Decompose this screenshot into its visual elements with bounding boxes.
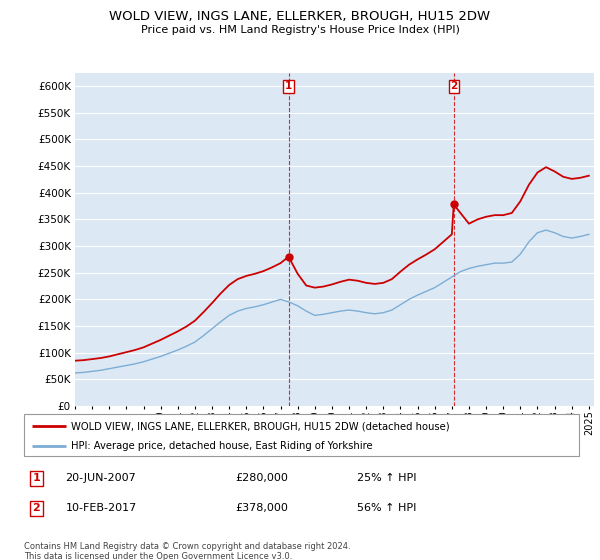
Text: £280,000: £280,000 <box>235 473 288 483</box>
Text: 2: 2 <box>450 81 457 91</box>
Text: WOLD VIEW, INGS LANE, ELLERKER, BROUGH, HU15 2DW (detached house): WOLD VIEW, INGS LANE, ELLERKER, BROUGH, … <box>71 421 450 431</box>
FancyBboxPatch shape <box>24 414 579 456</box>
Text: £378,000: £378,000 <box>235 503 288 514</box>
Text: 25% ↑ HPI: 25% ↑ HPI <box>357 473 416 483</box>
Text: 1: 1 <box>32 473 40 483</box>
Text: WOLD VIEW, INGS LANE, ELLERKER, BROUGH, HU15 2DW: WOLD VIEW, INGS LANE, ELLERKER, BROUGH, … <box>109 10 491 23</box>
Text: 10-FEB-2017: 10-FEB-2017 <box>65 503 137 514</box>
Text: Contains HM Land Registry data © Crown copyright and database right 2024.
This d: Contains HM Land Registry data © Crown c… <box>24 542 350 560</box>
Text: 2: 2 <box>32 503 40 514</box>
Text: Price paid vs. HM Land Registry's House Price Index (HPI): Price paid vs. HM Land Registry's House … <box>140 25 460 35</box>
Text: 20-JUN-2007: 20-JUN-2007 <box>65 473 136 483</box>
Text: HPI: Average price, detached house, East Riding of Yorkshire: HPI: Average price, detached house, East… <box>71 441 373 451</box>
Text: 1: 1 <box>285 81 292 91</box>
Text: 56% ↑ HPI: 56% ↑ HPI <box>357 503 416 514</box>
